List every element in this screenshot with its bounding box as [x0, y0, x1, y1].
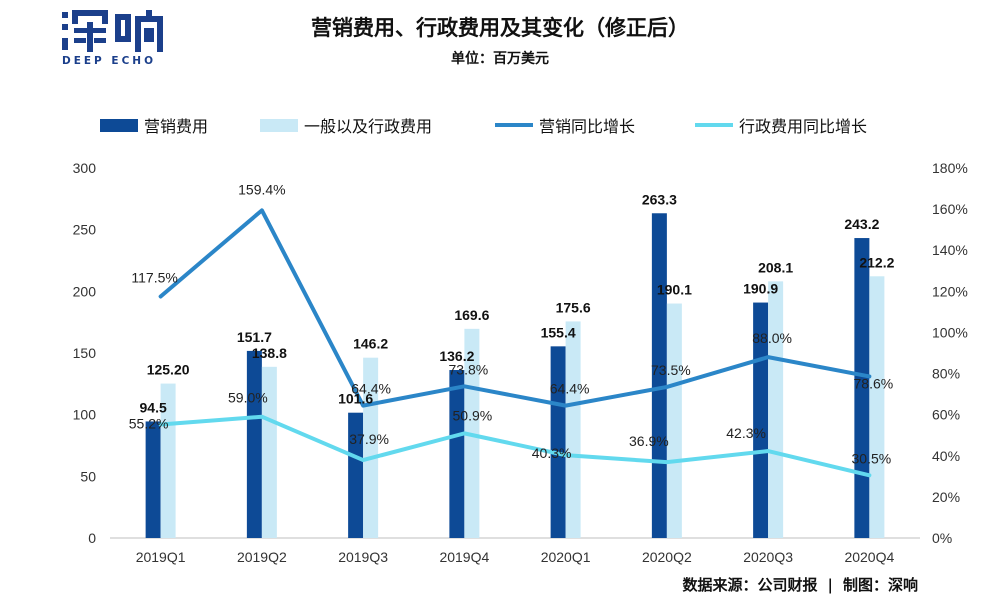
y-left-tick-label: 50: [80, 468, 96, 484]
bar-marketing: [145, 421, 161, 538]
line-marketing-growth-label: 88.0%: [752, 330, 792, 346]
y-left-tick-label: 0: [88, 530, 96, 546]
bar-admin-label: 190.1: [657, 282, 692, 298]
bar-marketing-label: 136.2: [439, 348, 474, 364]
legend-item-admin: 一般以及行政费用: [260, 113, 432, 137]
y-right-tick-label: 20%: [932, 489, 960, 505]
line-marketing-growth: [158, 208, 872, 408]
x-tick-label: 2020Q4: [844, 549, 894, 565]
bar-marketing-label: 243.2: [844, 216, 879, 232]
legend-label-marketing-growth: 营销同比增长: [539, 117, 636, 136]
legend-label-admin: 一般以及行政费用: [304, 117, 433, 136]
chart-unit: 单位：百万美元: [451, 51, 549, 67]
bar-admin-label: 169.6: [454, 307, 489, 323]
bar-admin-label: 146.2: [353, 336, 388, 352]
y-right-tick-label: 140%: [932, 242, 968, 258]
bar-admin: [768, 281, 784, 538]
line-marketing-growth-label: 159.4%: [238, 181, 285, 197]
bar-marketing: [449, 370, 465, 538]
line-admin-growth-label: 37.9%: [349, 431, 389, 447]
y-right-tick-label: 0%: [932, 530, 952, 546]
line-admin-growth-label: 30.5%: [852, 450, 892, 466]
bar-admin-label: 175.6: [556, 299, 591, 315]
bar-admin: [565, 321, 581, 538]
bar-marketing: [651, 213, 667, 538]
x-tick-label: 2019Q4: [439, 549, 489, 565]
chart-title: 营销费用、行政费用及其变化（修正后）: [311, 15, 689, 40]
line-marketing-growth-label: 117.5%: [131, 269, 177, 285]
bar-marketing: [348, 412, 364, 538]
legend-label-admin-growth: 行政费用同比增长: [739, 117, 868, 136]
legend-swatch-marketing: [100, 118, 138, 132]
y-right-tick-label: 60%: [932, 407, 960, 423]
y-right-tick-label: 80%: [932, 366, 960, 382]
bar-marketing: [854, 238, 870, 538]
line-marketing-growth-label: 64.4%: [550, 381, 590, 397]
line-marketing-growth-label: 73.8%: [449, 361, 489, 377]
bar-admin: [869, 276, 885, 538]
legend-swatch-marketing-growth: [495, 123, 533, 127]
x-tick-label: 2019Q3: [338, 549, 388, 565]
y-right-tick-label: 100%: [932, 324, 968, 340]
y-right-tick-label: 40%: [932, 448, 960, 464]
y-left-tick-label: 100: [73, 407, 97, 423]
line-admin-growth-label: 40.3%: [532, 445, 572, 461]
line-marketing-growth-label: 73.5%: [651, 362, 691, 378]
legend: 营销费用 一般以及行政费用 营销同比增长 行政费用同比增长: [100, 113, 920, 137]
x-tick-label: 2020Q1: [541, 549, 591, 565]
line-marketing-growth-label: 64.4%: [351, 381, 391, 397]
bar-marketing-label: 155.4: [541, 324, 576, 340]
y-left-tick-label: 250: [73, 222, 97, 238]
x-tick-label: 2019Q1: [136, 549, 186, 565]
bar-admin: [261, 366, 277, 538]
bar-marketing: [246, 350, 262, 538]
y-right-tick-label: 160%: [932, 201, 968, 217]
bar-admin-label: 208.1: [758, 259, 793, 275]
x-tick-label: 2019Q2: [237, 549, 287, 565]
y-left-tick-label: 300: [73, 160, 97, 176]
bar-marketing-label: 94.5: [140, 399, 167, 415]
logo-subtitle: DEEP ECHO: [62, 55, 157, 67]
logo: DEEP ECHO: [60, 8, 165, 70]
x-tick-label: 2020Q2: [642, 549, 692, 565]
y-right-tick-label: 180%: [932, 160, 968, 176]
line-admin-growth-label: 42.3%: [726, 425, 766, 441]
data-source: 数据来源：公司财报: [682, 576, 818, 594]
bar-admin: [666, 303, 682, 538]
bar-marketing-label: 101.6: [338, 391, 373, 407]
bar-marketing-label: 151.7: [237, 329, 272, 345]
bar-admin-label: 138.8: [252, 345, 287, 361]
footer: 数据来源：公司财报 | 制图：深响: [683, 574, 919, 595]
legend-swatch-admin-growth: [695, 123, 733, 127]
legend-swatch-admin: [260, 118, 298, 132]
legend-label-marketing: 营销费用: [144, 117, 209, 136]
bar-marketing-label: 263.3: [642, 191, 677, 207]
line-admin-growth: [158, 414, 872, 478]
logo-mark: [62, 10, 163, 52]
line-admin-growth-label: 50.9%: [453, 407, 493, 423]
chart-maker: 制图：深响: [842, 576, 918, 594]
x-tick-label: 2020Q3: [743, 549, 793, 565]
bar-marketing-label: 190.9: [743, 281, 778, 297]
legend-item-marketing: 营销费用: [100, 113, 208, 137]
footer-separator: |: [827, 576, 833, 594]
line-admin-growth-label: 55.2%: [129, 416, 169, 432]
bar-marketing: [550, 346, 566, 538]
line-marketing-growth-label: 78.6%: [854, 375, 894, 391]
line-admin-growth-label: 59.0%: [228, 390, 268, 406]
legend-item-admin-growth: 行政费用同比增长: [695, 113, 867, 137]
line-admin-growth-label: 36.9%: [629, 433, 669, 449]
bar-admin-label: 212.2: [859, 254, 894, 270]
bar-admin-label: 125.20: [147, 362, 190, 378]
y-right-tick-label: 120%: [932, 283, 968, 299]
y-left-tick-label: 150: [73, 345, 97, 361]
y-left-tick-label: 200: [73, 283, 97, 299]
legend-item-marketing-growth: 营销同比增长: [495, 113, 635, 137]
